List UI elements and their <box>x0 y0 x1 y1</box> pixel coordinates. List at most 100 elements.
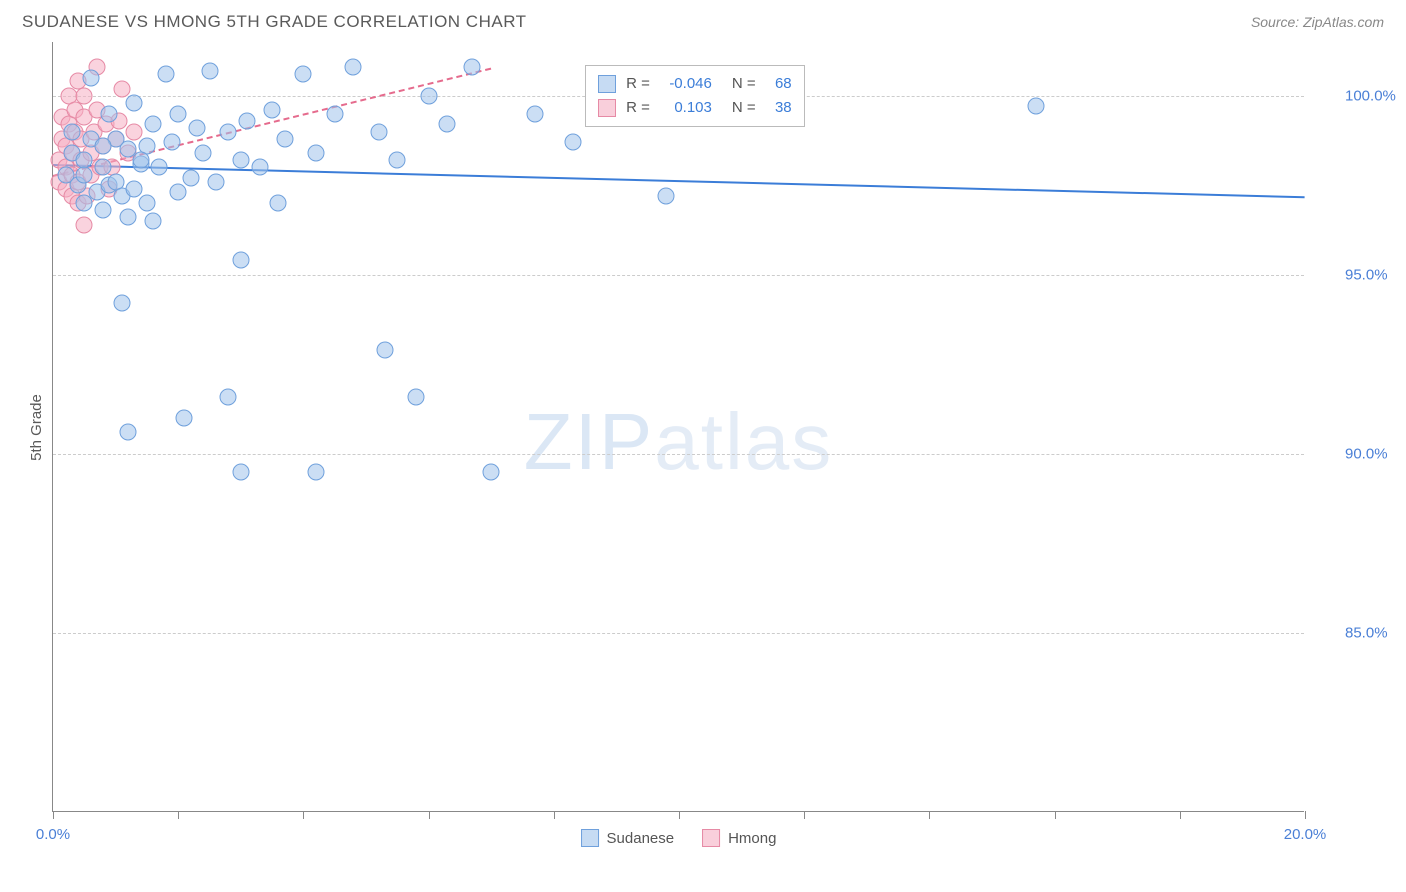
data-point <box>126 180 143 197</box>
data-point <box>564 134 581 151</box>
legend-item-sudanese: Sudanese <box>581 829 675 847</box>
data-point <box>163 134 180 151</box>
gridline-h <box>53 633 1304 634</box>
data-point <box>157 66 174 83</box>
n-label: N = <box>732 72 756 96</box>
data-point <box>170 184 187 201</box>
data-point <box>188 119 205 136</box>
y-tick-label: 100.0% <box>1345 87 1396 104</box>
x-tick <box>554 811 555 819</box>
x-tick <box>303 811 304 819</box>
data-point <box>76 87 93 104</box>
data-point <box>63 123 80 140</box>
swatch-blue-icon <box>598 75 616 93</box>
data-point <box>201 62 218 79</box>
x-tick <box>1055 811 1056 819</box>
source-label: Source: ZipAtlas.com <box>1251 14 1384 30</box>
data-point <box>483 463 500 480</box>
x-tick <box>53 811 54 819</box>
x-tick <box>679 811 680 819</box>
legend-label-sudanese: Sudanese <box>607 830 675 847</box>
x-tick <box>178 811 179 819</box>
data-point <box>138 195 155 212</box>
data-point <box>326 105 343 122</box>
data-point <box>370 123 387 140</box>
data-point <box>151 159 168 176</box>
data-point <box>527 105 544 122</box>
data-point <box>232 463 249 480</box>
data-point <box>145 213 162 230</box>
trendline <box>53 164 1305 198</box>
stats-box: R = -0.046 N = 68 R = 0.103 N = 38 <box>585 65 805 127</box>
n-label: N = <box>732 96 756 120</box>
legend-item-hmong: Hmong <box>702 829 776 847</box>
data-point <box>182 170 199 187</box>
data-point <box>220 123 237 140</box>
data-point <box>113 80 130 97</box>
data-point <box>232 252 249 269</box>
data-point <box>232 152 249 169</box>
data-point <box>126 94 143 111</box>
data-point <box>95 159 112 176</box>
stats-row: R = -0.046 N = 68 <box>598 72 792 96</box>
data-point <box>420 87 437 104</box>
data-point <box>195 145 212 162</box>
r-value: -0.046 <box>660 72 712 96</box>
data-point <box>270 195 287 212</box>
data-point <box>145 116 162 133</box>
stats-row: R = 0.103 N = 38 <box>598 96 792 120</box>
chart-container: 5th Grade ZIPatlas Sudanese Hmong 85.0%9… <box>24 42 1384 872</box>
data-point <box>439 116 456 133</box>
data-point <box>176 410 193 427</box>
data-point <box>220 388 237 405</box>
data-point <box>307 463 324 480</box>
chart-title: SUDANESE VS HMONG 5TH GRADE CORRELATION … <box>22 12 527 32</box>
x-tick-label: 0.0% <box>36 826 70 843</box>
bottom-legend: Sudanese Hmong <box>581 829 777 847</box>
legend-label-hmong: Hmong <box>728 830 776 847</box>
watermark: ZIPatlas <box>524 396 833 488</box>
swatch-pink-icon <box>702 829 720 847</box>
data-point <box>1027 98 1044 115</box>
x-tick <box>1305 811 1306 819</box>
y-axis-label: 5th Grade <box>28 394 45 461</box>
x-tick <box>429 811 430 819</box>
data-point <box>170 105 187 122</box>
data-point <box>113 295 130 312</box>
data-point <box>376 342 393 359</box>
y-tick-label: 85.0% <box>1345 624 1388 641</box>
data-point <box>389 152 406 169</box>
data-point <box>658 188 675 205</box>
x-tick <box>804 811 805 819</box>
swatch-blue-icon <box>581 829 599 847</box>
data-point <box>345 59 362 76</box>
r-label: R = <box>626 72 650 96</box>
x-tick <box>929 811 930 819</box>
data-point <box>464 59 481 76</box>
n-value: 38 <box>766 96 792 120</box>
data-point <box>120 209 137 226</box>
data-point <box>126 123 143 140</box>
data-point <box>101 105 118 122</box>
data-point <box>276 130 293 147</box>
data-point <box>264 102 281 119</box>
data-point <box>95 137 112 154</box>
data-point <box>132 152 149 169</box>
gridline-h <box>53 454 1304 455</box>
data-point <box>76 166 93 183</box>
data-point <box>239 112 256 129</box>
data-point <box>95 202 112 219</box>
data-point <box>207 173 224 190</box>
data-point <box>76 216 93 233</box>
plot-area: ZIPatlas Sudanese Hmong 85.0%90.0%95.0%1… <box>52 42 1304 812</box>
data-point <box>408 388 425 405</box>
data-point <box>120 424 137 441</box>
x-tick <box>1180 811 1181 819</box>
y-tick-label: 95.0% <box>1345 266 1388 283</box>
r-label: R = <box>626 96 650 120</box>
y-tick-label: 90.0% <box>1345 445 1388 462</box>
n-value: 68 <box>766 72 792 96</box>
data-point <box>295 66 312 83</box>
r-value: 0.103 <box>660 96 712 120</box>
data-point <box>251 159 268 176</box>
